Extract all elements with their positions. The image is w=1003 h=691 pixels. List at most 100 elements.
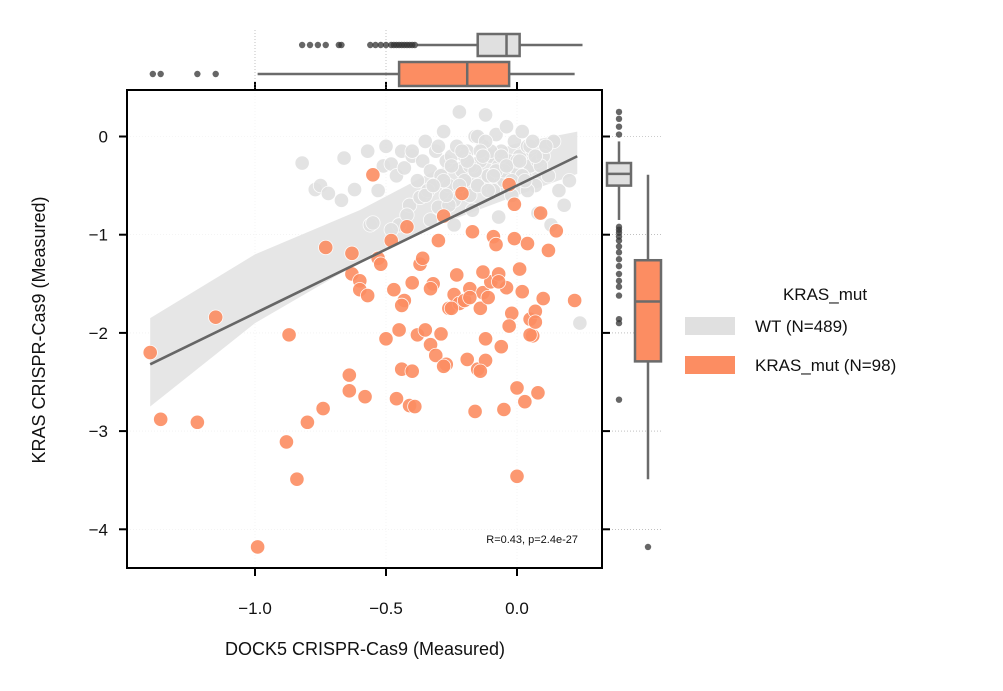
wt-data-point — [409, 173, 426, 189]
y-axis-ticks: 0 −1 −2 −3 −4 — [89, 128, 610, 539]
wt-data-point — [572, 315, 588, 331]
kras-mut-data-point — [567, 292, 583, 309]
right-box-outlier — [615, 108, 623, 116]
right-box-outlier — [615, 237, 623, 244]
kras-mut-data-point — [189, 414, 205, 430]
right-box-outlier — [615, 249, 623, 256]
right-box-outlier — [615, 270, 623, 278]
wt-data-point — [527, 148, 543, 164]
x-tick-label: −0.5 — [369, 599, 403, 618]
kras-mut-data-point — [153, 411, 169, 427]
kras-mut-data-point — [318, 239, 334, 256]
wt-data-point — [294, 155, 310, 171]
x-axis-title: DOCK5 CRISPR-Cas9 (Measured) — [225, 639, 505, 659]
kras-mut-data-point — [527, 314, 543, 330]
wt-data-point — [525, 133, 541, 150]
kras-mut-data-point — [289, 471, 305, 487]
wt-data-point — [370, 182, 386, 199]
legend-title: KRAS_mut — [783, 285, 867, 304]
wt-data-point — [396, 160, 412, 176]
regression-line-group — [149, 155, 578, 366]
top-box-outlier — [157, 70, 164, 78]
kras-mut-data-point — [373, 256, 389, 272]
kras-mut-data-point — [250, 539, 266, 555]
top-box-outlier — [212, 70, 219, 78]
kras-mut-data-point — [388, 391, 405, 407]
legend-label-wt: WT (N=489) — [755, 317, 848, 336]
top-box-outlier — [298, 41, 306, 49]
wt-data-point — [336, 150, 352, 166]
kras-mut-data-point — [472, 363, 488, 379]
top-box-outlier — [367, 41, 374, 49]
kras-mut-data-point — [514, 284, 530, 300]
right-box-outlier — [615, 131, 623, 138]
wt-data-point — [475, 148, 491, 164]
wt-data-point — [498, 119, 515, 135]
kras-mut-data-point — [504, 305, 520, 321]
kras-mut-data-point — [404, 275, 420, 291]
top-box-outlier — [306, 41, 314, 49]
right-box-outlier — [615, 123, 623, 130]
top-box-outlier — [372, 41, 379, 49]
kras-mut-data-point — [519, 235, 536, 252]
kras-mut-data-point — [449, 267, 465, 283]
wt-data-point — [477, 107, 494, 123]
kras-mut-data-point — [407, 398, 423, 415]
wt-data-point — [556, 197, 572, 213]
y-tick-label: −2 — [89, 324, 108, 343]
wt-data-point — [438, 187, 454, 204]
kras-mut-data-point — [540, 242, 557, 259]
wt-data-point — [491, 209, 507, 225]
kras-mut-points — [142, 167, 583, 555]
kras-mut-data-point — [315, 400, 331, 417]
right-box-outlier — [615, 283, 623, 290]
wt-data-point — [436, 123, 452, 140]
wt-data-point — [360, 143, 376, 159]
kras-mut-data-point — [459, 351, 475, 368]
right-marginal-boxplots — [605, 108, 663, 551]
kras-mut-data-point — [281, 327, 297, 343]
kras-mut-data-point — [357, 389, 373, 405]
legend-swatch-wt — [685, 317, 735, 335]
wt-data-point — [538, 138, 554, 154]
wt-data-point — [454, 143, 470, 159]
wt-data-point — [404, 143, 420, 159]
top-box-outlier — [411, 41, 419, 49]
wt-data-point — [498, 158, 515, 174]
top-box-outlier — [322, 41, 329, 49]
kras-mut-data-point — [278, 434, 295, 450]
y-axis-title: KRAS CRISPR-Cas9 (Measured) — [29, 196, 49, 463]
kras-mut-data-point — [509, 380, 525, 396]
wt-data-point — [480, 182, 496, 199]
top-box-iqr — [397, 60, 511, 88]
y-tick-label: 0 — [99, 128, 108, 147]
legend: KRAS_mut WT (N=489) KRAS_mut (N=98) — [685, 285, 896, 375]
right-box-outlier — [615, 292, 623, 299]
kras-mut-data-point — [480, 289, 496, 306]
kras-mut-data-point — [422, 281, 439, 297]
y-tick-label: −3 — [89, 422, 108, 441]
right-box-outlier — [615, 243, 623, 250]
right-box-outlier — [615, 262, 623, 270]
kras-mut-data-point — [548, 223, 564, 239]
kras-mut-data-point — [522, 327, 538, 343]
regression-line — [149, 155, 578, 366]
kras-mut-data-point — [530, 385, 546, 401]
wt-data-point — [485, 168, 502, 184]
legend-swatch-kras-mut — [685, 356, 735, 374]
wt-data-point — [443, 158, 460, 174]
wt-data-point — [417, 133, 433, 150]
kras-mut-data-point — [142, 344, 158, 361]
top-box-iqr — [476, 32, 521, 58]
x-tick-label: 0.0 — [505, 599, 529, 618]
kras-mut-data-point — [417, 322, 433, 338]
kras-mut-data-point — [386, 282, 402, 298]
x-axis-ticks: −1.0 −0.5 0.0 — [238, 82, 529, 618]
kras-mut-data-point — [341, 367, 357, 383]
wt-data-point — [333, 192, 350, 208]
kras-mut-data-point — [488, 236, 504, 253]
legend-label-kras-mut: KRAS_mut (N=98) — [755, 356, 896, 375]
kras-mut-data-point — [360, 287, 376, 304]
kras-mut-data-point — [491, 274, 507, 290]
top-box-outlier — [194, 70, 201, 78]
